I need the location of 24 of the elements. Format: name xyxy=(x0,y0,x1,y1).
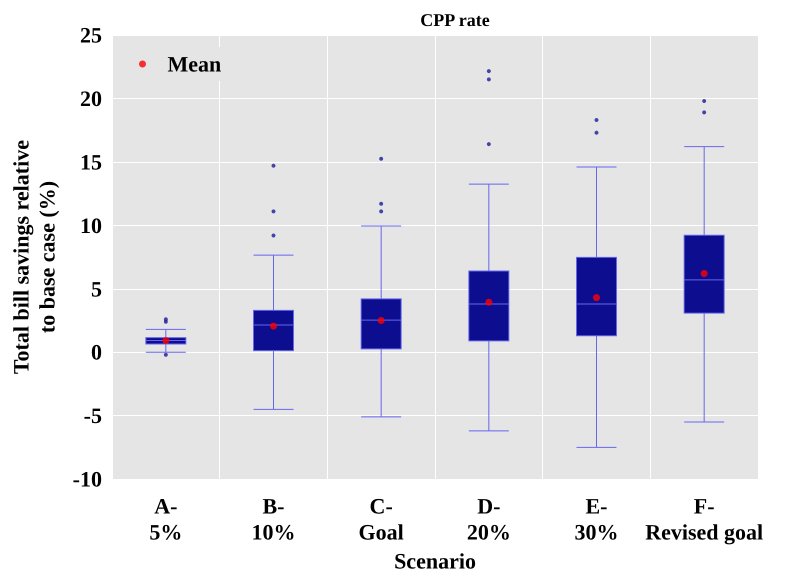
chart-title: CPP rate xyxy=(420,10,490,30)
y-axis-title: Total bill savings relative to base case (%) xyxy=(8,140,60,374)
x-axis-title: Scenario xyxy=(394,548,476,574)
y-tick-label: 20 xyxy=(80,86,102,111)
y-tick-label: 0 xyxy=(91,340,102,365)
point xyxy=(593,294,600,302)
x-tick-label: B- 10% xyxy=(252,494,296,545)
y-tick-label: 25 xyxy=(80,22,102,48)
point xyxy=(485,298,492,306)
y-tick-label: -5 xyxy=(84,403,102,428)
x-tick-label: C- Goal xyxy=(358,494,404,545)
legend-label: Mean xyxy=(168,52,222,76)
y-tick-label: 5 xyxy=(91,276,102,302)
point xyxy=(162,337,170,344)
y-tick-label: -10 xyxy=(72,466,102,492)
x-tick-label: D- 20% xyxy=(466,494,511,545)
x-tick-label: A- 5% xyxy=(149,494,182,545)
point xyxy=(700,270,708,278)
x-tick-label: E- 30% xyxy=(574,494,618,545)
x-tick-label: F- Revised goal xyxy=(645,494,764,545)
y-tick-label: 10 xyxy=(80,212,102,238)
y-tick-label: 15 xyxy=(80,149,102,174)
point xyxy=(270,322,277,330)
point xyxy=(378,316,385,324)
